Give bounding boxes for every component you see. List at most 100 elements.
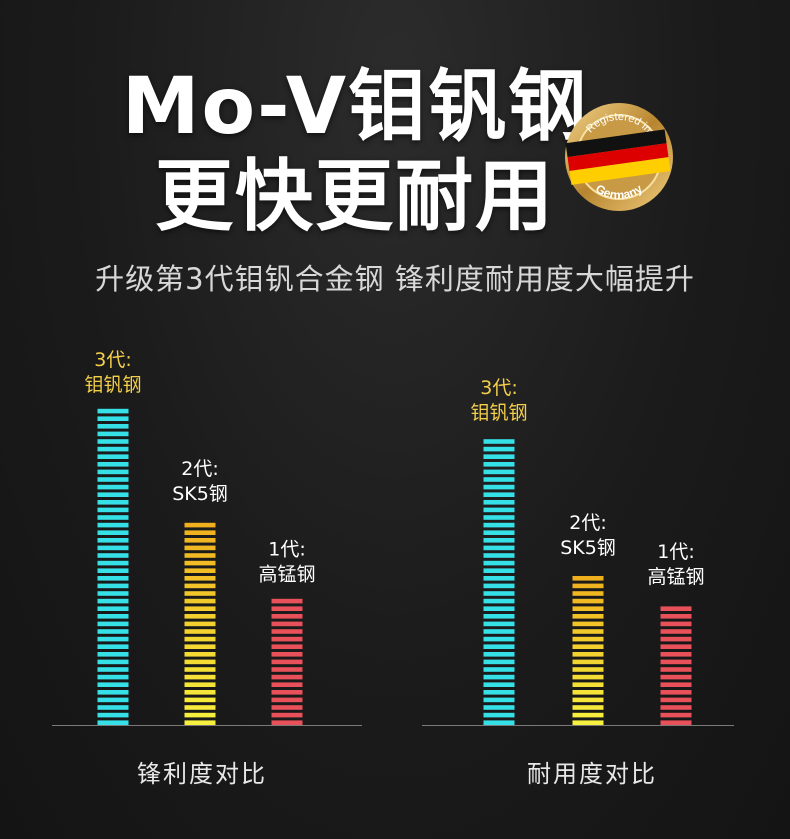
bar-stripe — [660, 682, 692, 687]
bar-3 — [660, 606, 692, 725]
bar-stripe — [572, 712, 604, 718]
bar-label-gen: 2代: — [181, 458, 219, 480]
bar-stripe — [483, 606, 515, 611]
bar-stripe — [271, 606, 303, 611]
bar-stripe — [483, 454, 515, 459]
bar-stripe — [184, 538, 216, 543]
bar-stripe — [97, 712, 129, 718]
bar-stripe — [184, 659, 216, 665]
bar-stripe — [572, 614, 604, 619]
bar-stripe — [97, 621, 129, 627]
bar-stripe — [483, 500, 515, 505]
bar-stripe — [184, 712, 216, 718]
bar-1 — [97, 408, 129, 725]
bar-stripe — [483, 705, 515, 710]
bar-stripe — [271, 682, 303, 687]
bar-stripe — [184, 614, 216, 619]
bar-stripe — [572, 644, 604, 649]
bar-stripe — [483, 446, 515, 452]
bar-stripe — [660, 636, 692, 642]
bar-stripe — [184, 576, 216, 581]
bar-stripe — [483, 545, 515, 551]
bar-stripe — [97, 446, 129, 452]
bar-stripe — [483, 697, 515, 703]
bar-stripe — [483, 469, 515, 475]
bar-label-material: 钼钒钢 — [470, 402, 527, 424]
bar-stripe — [483, 515, 515, 520]
bar-stripe — [271, 690, 303, 695]
bar-stripe — [97, 439, 129, 444]
bar-2 — [572, 576, 604, 725]
bar-label-gen: 1代: — [268, 538, 306, 560]
bar-stripe — [97, 629, 129, 634]
bar-label-material: 高锰钢 — [258, 563, 315, 585]
bar-stripe — [184, 553, 216, 558]
chart-title-sharpness: 锋利度对比 — [137, 760, 267, 788]
bar-1 — [483, 439, 515, 725]
bar-stripe — [184, 629, 216, 634]
bar-stripe — [271, 720, 303, 725]
bar-label-gen: 3代: — [94, 349, 132, 371]
bar-stripe — [483, 621, 515, 627]
bar-stripe — [184, 636, 216, 642]
bar-stripe — [184, 667, 216, 672]
bar-stripe — [97, 553, 129, 558]
bar-stripe — [660, 667, 692, 672]
bar-2 — [184, 522, 216, 725]
bar-stripe — [483, 576, 515, 581]
bar-stripe — [97, 530, 129, 535]
bar-stripe — [660, 614, 692, 619]
bar-stripe — [483, 682, 515, 687]
bar-label-gen: 2代: — [569, 512, 607, 534]
bar-stripe — [483, 553, 515, 558]
bar-stripe — [97, 454, 129, 459]
bar-stripe — [184, 720, 216, 725]
chart-0: 3代: 钼钒钢 2代: SK5钢 1代: 高锰钢 — [52, 349, 362, 726]
bar-stripe — [483, 583, 515, 589]
bar-stripe — [97, 697, 129, 703]
bar-stripe — [660, 659, 692, 665]
bar-label-material: SK5钢 — [560, 537, 616, 559]
german-flag-icon — [565, 129, 671, 185]
chart-1: 3代: 钼钒钢 2代: SK5钢 1代: 高锰钢 — [422, 377, 734, 726]
bar-stripe — [271, 629, 303, 634]
bar-stripe — [660, 697, 692, 703]
bar-stripe — [184, 705, 216, 710]
bar-stripe — [660, 644, 692, 649]
bar-stripe — [483, 667, 515, 672]
bar-stripe — [271, 674, 303, 680]
bar-stripe — [97, 682, 129, 687]
bar-stripe — [97, 667, 129, 672]
bar-stripe — [483, 636, 515, 642]
bar-stripe — [572, 598, 604, 604]
bar-stripe — [97, 484, 129, 490]
bar-stripe — [271, 712, 303, 718]
bar-stripe — [483, 492, 515, 497]
bar-stripe — [97, 515, 129, 520]
bar-stripe — [184, 522, 216, 528]
bar-stripe — [572, 591, 604, 596]
bar-stripe — [271, 705, 303, 710]
bar-stripe — [572, 690, 604, 695]
bar-stripe — [97, 690, 129, 695]
germany-badge: Registered in Germany — [565, 103, 673, 211]
bar-stripe — [271, 636, 303, 642]
bar-stripe — [572, 720, 604, 725]
bar-stripe — [572, 705, 604, 710]
bar-stripe — [483, 462, 515, 467]
bar-stripe — [483, 484, 515, 490]
bar-stripe — [97, 568, 129, 573]
bar-stripe — [660, 652, 692, 657]
page-title-line1: Mo-V钼钒钢 — [121, 62, 589, 152]
bar-stripe — [97, 500, 129, 505]
bar-stripe — [483, 560, 515, 566]
bar-stripe — [483, 659, 515, 665]
bar-stripe — [184, 682, 216, 687]
bar-label-material: SK5钢 — [172, 483, 228, 505]
bar-stripe — [97, 598, 129, 604]
bar-stripe — [97, 659, 129, 665]
bar-stripe — [483, 568, 515, 573]
bar-stripe — [271, 652, 303, 657]
bar-stripe — [97, 560, 129, 566]
bar-stripe — [572, 606, 604, 611]
